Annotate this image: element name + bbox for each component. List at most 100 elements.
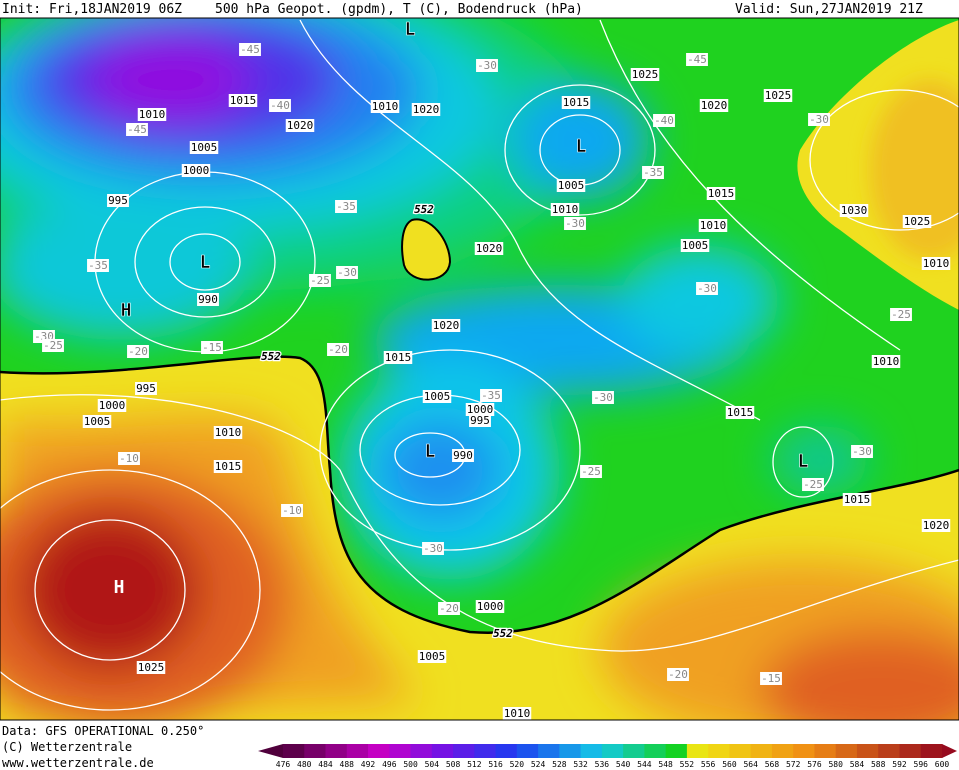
temperature-label-box [127, 345, 149, 358]
temperature-label-box [126, 123, 148, 136]
pressure-label: 1015 [563, 96, 590, 109]
pressure-label: 995 [108, 194, 128, 207]
colorbar-label: 484 [318, 760, 333, 769]
pressure-label-box [228, 94, 258, 107]
colorbar-label: 492 [361, 760, 376, 769]
colorbar-label: 500 [403, 760, 418, 769]
pressure-label: 1000 [99, 399, 126, 412]
colorbar-label: 512 [467, 760, 482, 769]
pressure-center: L [200, 252, 211, 273]
pressure-label: 1010 [215, 426, 242, 439]
pressure-center: L [798, 451, 809, 472]
pressure-label: 1010 [139, 108, 166, 121]
pressure-label: 1005 [191, 141, 218, 154]
colorbar-label: 540 [616, 760, 631, 769]
colorbar-segment [856, 744, 879, 758]
pressure-label-box [842, 493, 872, 506]
contour-label: 552 [261, 350, 281, 363]
temperature-label: -30 [593, 391, 613, 404]
pressure-label-box [422, 390, 452, 403]
colorbar-label: 488 [340, 760, 355, 769]
colorbar-segment [346, 744, 369, 758]
colorbar-segment [771, 744, 794, 758]
colorbar-label: 580 [828, 760, 843, 769]
pressure-label-box [370, 100, 400, 113]
colorbar-segment [495, 744, 518, 758]
temperature-label: -45 [127, 123, 147, 136]
colorbar-segment [516, 744, 539, 758]
colorbar-arrow-right [942, 744, 957, 758]
pressure-label-box [82, 415, 112, 428]
map-labels: 1010 1015 1020 1005 1000 995 990 1010 1020 1025 10… [33, 19, 951, 720]
pressure-label: 1005 [84, 415, 111, 428]
colorbar-segment [325, 744, 348, 758]
pressure-label: 1010 [504, 707, 531, 720]
pressure-label: 1010 [923, 257, 950, 270]
warm-field [0, 20, 959, 720]
temperature-label-box [592, 391, 614, 404]
colorbar-segment [453, 744, 475, 758]
pressure-label: 1020 [923, 519, 950, 532]
temperature-label-box [851, 445, 873, 458]
colorbar-segment [389, 744, 412, 758]
pressure-label-box [469, 414, 491, 427]
colorbar-label: 528 [552, 760, 567, 769]
temperature-label: -30 [477, 59, 497, 72]
pressure-label-box [285, 119, 315, 132]
temperature-label: -15 [202, 341, 222, 354]
temperature-label-box [653, 114, 675, 127]
colorbar-segment [283, 744, 305, 758]
temperature-label: -10 [119, 452, 139, 465]
pressure-label-box [189, 141, 219, 154]
website: www.wetterzentrale.de [2, 756, 154, 770]
temperature-label: -45 [687, 53, 707, 66]
temperature-label-box [327, 343, 349, 356]
pressure-label: 1015 [230, 94, 257, 107]
data-source: Data: GFS OPERATIONAL 0.250° [2, 724, 204, 738]
contour-label: 552 [414, 203, 434, 216]
pressure-label-box [136, 661, 166, 674]
pressure-label-box [197, 293, 219, 306]
temperature-label: -35 [88, 259, 108, 272]
temperature-label-box [480, 389, 502, 402]
chart-title: 500 hPa Geopot. (gpdm), T (C), Bodendruc… [215, 2, 583, 17]
temperature-label: -30 [565, 217, 585, 230]
pressure-label: 1020 [413, 103, 440, 116]
colorbar-label: 576 [807, 760, 822, 769]
temperature-label: -15 [761, 672, 781, 685]
colorbar-segment [410, 744, 433, 758]
pressure-label-box [561, 96, 591, 109]
colorbar-segment [878, 744, 900, 758]
pressure-label: 990 [198, 293, 218, 306]
colorbar-label: 564 [743, 760, 758, 769]
temperature-label-box [239, 43, 261, 56]
map: 1010 1015 1020 1005 1000 995 990 1010 1020 1025 10… [0, 18, 959, 720]
colorbar-label: 588 [871, 760, 886, 769]
pressure-label: 1015 [215, 460, 242, 473]
pressure-label: 1010 [873, 355, 900, 368]
temperature-label-box [269, 99, 291, 112]
colorbar-segment [431, 744, 454, 758]
temperature-label: -20 [439, 602, 459, 615]
colorbar-segment [580, 744, 603, 758]
pressure-label: 1000 [183, 164, 210, 177]
colorbar-label: 524 [531, 760, 546, 769]
pressure-label: 1015 [844, 493, 871, 506]
colorbar-segment [538, 744, 560, 758]
temperature-label-box [118, 452, 140, 465]
colorbar: 476 480 484 488 492 496 500 504 508 512 516 520 524 5… [258, 744, 957, 769]
colorbar-segment [750, 744, 773, 758]
pressure-label-box [417, 650, 447, 663]
temperature-label: -40 [654, 114, 674, 127]
temperature-label-box [686, 53, 708, 66]
temperature-label: -25 [803, 478, 823, 491]
pressure-label-box [839, 204, 869, 217]
colorbar-label: 496 [382, 760, 397, 769]
colorbar-label: 596 [914, 760, 929, 769]
colorbar-segment [304, 744, 327, 758]
temperature-label-box [281, 504, 303, 517]
colorbar-label: 508 [446, 760, 461, 769]
colorbar-segment [814, 744, 837, 758]
colorbar-segment [793, 744, 815, 758]
pressure-label: 1025 [904, 215, 931, 228]
